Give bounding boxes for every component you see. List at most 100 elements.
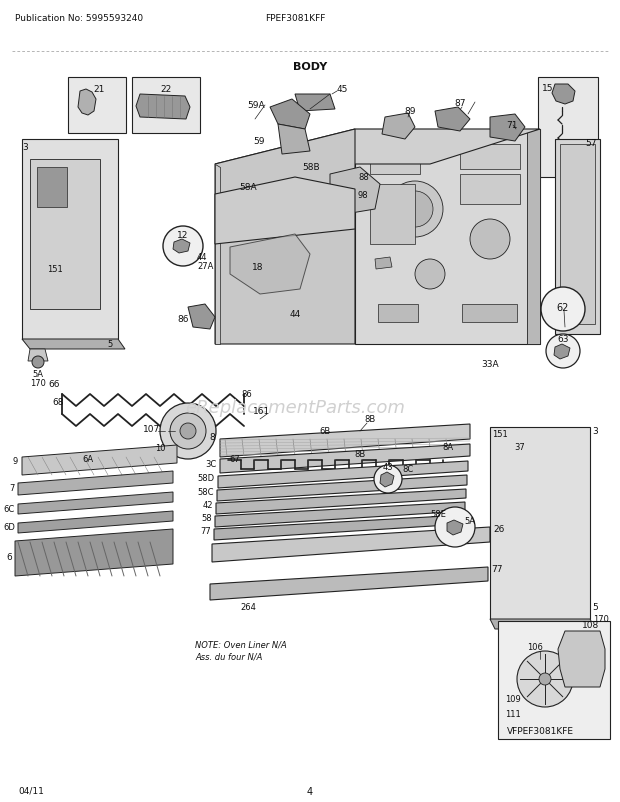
Text: 77: 77 (491, 565, 502, 573)
Bar (370, 145, 420, 175)
Text: 04/11: 04/11 (18, 786, 44, 795)
Text: 44: 44 (290, 310, 301, 319)
Circle shape (170, 414, 206, 449)
Polygon shape (18, 492, 173, 514)
Circle shape (435, 508, 475, 547)
Text: 33A: 33A (481, 360, 499, 369)
Bar (370, 184, 415, 245)
Polygon shape (215, 164, 220, 345)
Polygon shape (558, 631, 605, 687)
Polygon shape (330, 168, 380, 215)
Polygon shape (375, 257, 392, 269)
Text: 67: 67 (229, 455, 241, 464)
Text: 68: 68 (52, 398, 63, 407)
Text: 3: 3 (592, 427, 598, 436)
Text: 26: 26 (493, 525, 505, 534)
Polygon shape (218, 461, 468, 488)
Text: eReplacementParts.com: eReplacementParts.com (185, 399, 405, 416)
Text: 88: 88 (358, 172, 369, 181)
Bar (378, 305, 418, 322)
Polygon shape (435, 107, 470, 132)
Bar (527, 130, 540, 345)
Polygon shape (295, 95, 335, 111)
Polygon shape (447, 520, 463, 535)
Text: 15: 15 (542, 84, 554, 93)
Text: 109: 109 (505, 695, 521, 703)
Text: 5: 5 (592, 603, 598, 612)
Text: 59: 59 (254, 137, 265, 146)
Text: 4: 4 (307, 786, 313, 796)
Text: 151: 151 (492, 430, 508, 439)
Text: 10: 10 (155, 444, 166, 453)
Polygon shape (15, 529, 173, 577)
Polygon shape (22, 140, 118, 339)
Text: 58D: 58D (198, 474, 215, 483)
Polygon shape (552, 85, 575, 105)
Polygon shape (18, 472, 173, 496)
Text: 170: 170 (593, 615, 609, 624)
Text: 22: 22 (161, 85, 172, 94)
Text: 42: 42 (203, 501, 213, 510)
Text: 6B: 6B (319, 427, 330, 436)
Text: 45: 45 (337, 85, 348, 95)
Text: 71: 71 (507, 120, 518, 129)
Text: 3: 3 (22, 143, 28, 152)
Circle shape (397, 192, 433, 228)
Text: 66: 66 (48, 380, 60, 389)
Circle shape (539, 673, 551, 685)
Polygon shape (555, 140, 600, 334)
Text: 58E: 58E (430, 510, 446, 519)
Text: 8: 8 (210, 433, 215, 442)
Polygon shape (215, 178, 355, 245)
Polygon shape (215, 502, 465, 528)
Text: 43: 43 (383, 463, 393, 472)
Text: 87: 87 (454, 99, 466, 107)
Circle shape (546, 334, 580, 369)
Circle shape (573, 627, 587, 642)
Text: 58: 58 (202, 514, 212, 523)
Circle shape (541, 288, 585, 331)
Bar (560, 145, 595, 325)
Polygon shape (490, 427, 590, 619)
Text: 5A: 5A (464, 516, 476, 526)
Text: 44: 44 (197, 253, 208, 262)
Text: FPEF3081KFF: FPEF3081KFF (265, 14, 325, 23)
Bar (30, 160, 100, 310)
Text: 86: 86 (242, 390, 252, 399)
Polygon shape (217, 476, 467, 501)
Text: Publication No: 5995593240: Publication No: 5995593240 (15, 14, 143, 23)
Bar (498, 622, 610, 739)
Text: 170: 170 (30, 379, 46, 388)
Text: Ass. du four N/A: Ass. du four N/A (195, 652, 262, 661)
Polygon shape (278, 125, 310, 155)
Text: 37: 37 (515, 443, 525, 452)
Bar (460, 175, 520, 205)
Text: BODY: BODY (293, 62, 327, 72)
Text: 9: 9 (13, 457, 18, 466)
Polygon shape (230, 235, 310, 294)
Polygon shape (136, 95, 190, 119)
Text: 86: 86 (177, 315, 188, 324)
Text: 6D: 6D (3, 523, 15, 532)
Polygon shape (220, 444, 470, 473)
Polygon shape (216, 489, 466, 514)
Bar (460, 145, 520, 170)
Text: 58A: 58A (239, 184, 257, 192)
Text: 89: 89 (404, 107, 416, 116)
Text: 58C: 58C (198, 488, 214, 497)
Polygon shape (210, 567, 488, 600)
Text: 8B: 8B (365, 415, 376, 424)
Text: 6A: 6A (82, 455, 94, 464)
Polygon shape (18, 512, 173, 533)
Text: 106: 106 (527, 642, 543, 652)
Bar (37, 168, 67, 208)
Text: 63: 63 (557, 335, 569, 344)
Polygon shape (490, 115, 525, 142)
Polygon shape (28, 350, 48, 362)
Polygon shape (215, 130, 540, 164)
Text: 12: 12 (177, 230, 188, 239)
Polygon shape (173, 240, 190, 253)
Bar (68, 78, 126, 134)
Text: 3C: 3C (206, 460, 217, 469)
Text: 21: 21 (94, 85, 105, 94)
